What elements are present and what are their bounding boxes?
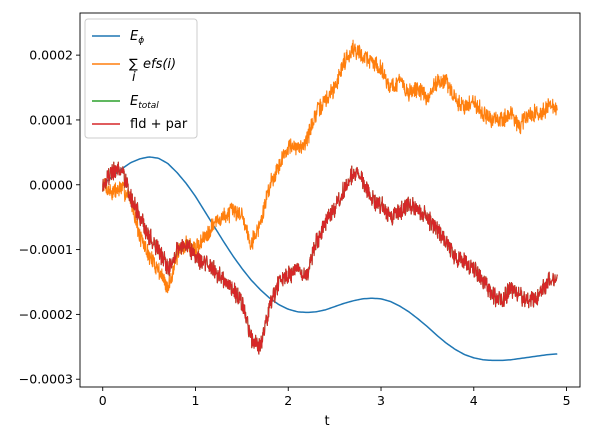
y-tick-label: 0.0000: [29, 177, 73, 192]
legend-label: fld + par: [130, 117, 188, 132]
series-line-fld-plus-par: [102, 161, 558, 355]
legend-box: [84, 18, 198, 139]
x-tick-label: 1: [192, 393, 200, 408]
y-tick-label: 0.0001: [29, 112, 73, 127]
y-tick-label: −0.0003: [19, 372, 73, 387]
legend: Eϕ ∑i efs(i) Etotal fld + par: [84, 18, 198, 139]
x-tick-label: 2: [284, 393, 292, 408]
legend-label: Eϕ: [130, 29, 144, 46]
x-tick-label: 3: [377, 393, 385, 408]
x-axis: 0 1 2 3 4 5: [99, 387, 571, 408]
y-tick-label: 0.0002: [29, 48, 73, 63]
series-line-sum-efs: [102, 39, 558, 294]
legend-sum-symbol: ∑: [129, 57, 138, 72]
x-tick-label: 5: [563, 393, 571, 408]
legend-sum-index: i: [132, 70, 136, 85]
legend-label: efs(i): [143, 57, 176, 72]
x-axis-label: t: [324, 414, 329, 429]
plot-frame: [79, 12, 581, 388]
x-tick-label: 4: [470, 393, 478, 408]
plot-lines: [102, 39, 558, 362]
y-tick-label: −0.0002: [19, 307, 73, 322]
y-tick-label: −0.0001: [19, 242, 73, 257]
series-line-e-phi: [102, 156, 558, 362]
y-axis: −0.0003 −0.0002 −0.0001 0.0000 0.0001 0.0002: [19, 48, 80, 387]
legend-label: Etotal: [130, 94, 159, 111]
x-tick-label: 0: [99, 393, 107, 408]
